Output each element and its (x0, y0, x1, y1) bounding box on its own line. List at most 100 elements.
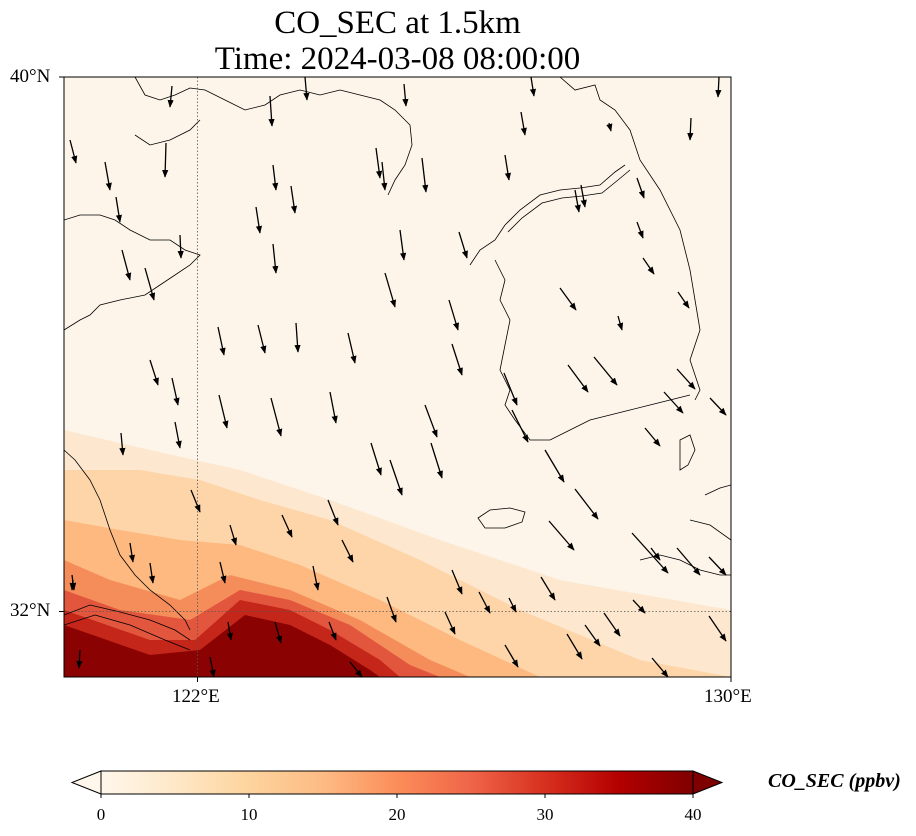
wind-arrow (636, 221, 644, 239)
wind-arrow (708, 615, 727, 642)
wind-arrow (642, 257, 655, 275)
wind-arrow (451, 343, 463, 376)
wind-arrow (503, 372, 518, 406)
wind-arrow (69, 579, 76, 591)
wind-arrow (584, 624, 601, 647)
wind-arrow (217, 326, 226, 356)
x-tick-130e: 130°E (704, 686, 752, 707)
wind-arrow (632, 599, 646, 614)
wind-arrow (677, 291, 690, 309)
wind-arrow (121, 249, 132, 281)
wind-arrow (559, 287, 577, 311)
wind-arrow (544, 449, 565, 483)
wind-arrow (174, 421, 182, 449)
wind-arrow (386, 596, 397, 623)
wind-arrow (219, 561, 227, 584)
gridlines (64, 77, 731, 677)
wind-arrow (478, 591, 491, 614)
wind-arrow (448, 299, 459, 331)
wind-arrow (272, 164, 279, 191)
colorbar-tick-10: 10 (240, 805, 258, 824)
wind-arrow (708, 556, 727, 576)
wind-arrow (115, 196, 122, 223)
wind-arrow (504, 644, 519, 668)
wind-arrow (402, 83, 409, 107)
wind-arrow (574, 189, 581, 213)
wind-arrow (255, 206, 263, 234)
wind-arrow (274, 621, 283, 644)
wind-arrow (715, 77, 722, 98)
wind-arrow (687, 117, 694, 141)
wind-arrow (226, 621, 233, 641)
concentration-field (64, 77, 731, 677)
wind-arrow (676, 368, 696, 390)
wind-arrow (104, 161, 112, 191)
wind-arrow (370, 442, 382, 476)
wind-arrow (603, 612, 621, 637)
wind-arrow (329, 391, 338, 424)
wind-arrow (218, 394, 229, 429)
wind-arrow (148, 562, 156, 584)
wind-arrow (676, 547, 701, 576)
colorbar-tick-20: 20 (388, 805, 406, 824)
colorbar-title: CO_SEC (ppbv) (768, 770, 901, 792)
wind-arrow (631, 532, 669, 574)
wind-arrow (548, 520, 575, 551)
wind-arrow (303, 77, 310, 101)
wind-arrow (566, 633, 583, 660)
colorbar-extend-max (692, 770, 724, 795)
x-tick-122e: 122°E (172, 686, 220, 707)
wind-arrow (508, 597, 517, 613)
wind-arrow (458, 231, 468, 259)
wind-arrow (644, 427, 661, 447)
wind-arrow (128, 542, 135, 563)
wind-arrow (349, 661, 363, 677)
wind-arrow (381, 161, 388, 191)
wind-arrow (430, 442, 443, 479)
wind-arrow (375, 147, 383, 179)
colorbar-tick-0: 0 (96, 805, 106, 824)
wind-arrow (567, 364, 589, 393)
wind-arrow (290, 185, 298, 214)
wind-arrow (190, 489, 201, 513)
colorbar-gradient (101, 771, 693, 794)
wind-arrow (69, 139, 78, 164)
wind-arrow (709, 397, 727, 416)
colorbar-tick-40: 40 (684, 805, 702, 824)
wind-vectors (69, 77, 727, 677)
y-tick-32n: 32°N (10, 600, 51, 621)
wind-arrow (272, 243, 279, 274)
wind-arrow (268, 95, 275, 127)
wind-arrow (312, 565, 320, 591)
colorbar-tick-30: 30 (536, 805, 554, 824)
wind-arrow (580, 184, 587, 208)
wind-arrow (444, 611, 456, 635)
map-frame (63, 76, 732, 678)
wind-arrow (617, 315, 624, 331)
wind-arrow (663, 391, 684, 414)
colorbar (70, 770, 724, 798)
axis-ticks (59, 76, 732, 682)
wind-arrow (520, 111, 527, 136)
wind-arrow (327, 499, 339, 526)
wind-arrow (294, 322, 301, 353)
wind-arrow (171, 377, 180, 406)
wind-arrow (451, 569, 463, 595)
wind-arrow (162, 142, 169, 178)
wind-arrow (347, 332, 357, 364)
wind-arrow (651, 657, 669, 677)
wind-arrow (209, 656, 216, 677)
map-title-line2: Time: 2024-03-08 08:00:00 (214, 41, 581, 77)
wind-arrow (177, 234, 184, 259)
wind-arrow (341, 539, 354, 563)
wind-arrow (593, 356, 618, 386)
wind-arrow (229, 524, 237, 546)
wind-arrow (119, 432, 126, 456)
wind-arrow (529, 77, 536, 97)
wind-arrow (511, 409, 529, 443)
wind-arrow (636, 177, 645, 199)
wind-arrow (76, 649, 83, 669)
wind-arrow (149, 359, 159, 386)
wind-arrow (424, 404, 438, 438)
